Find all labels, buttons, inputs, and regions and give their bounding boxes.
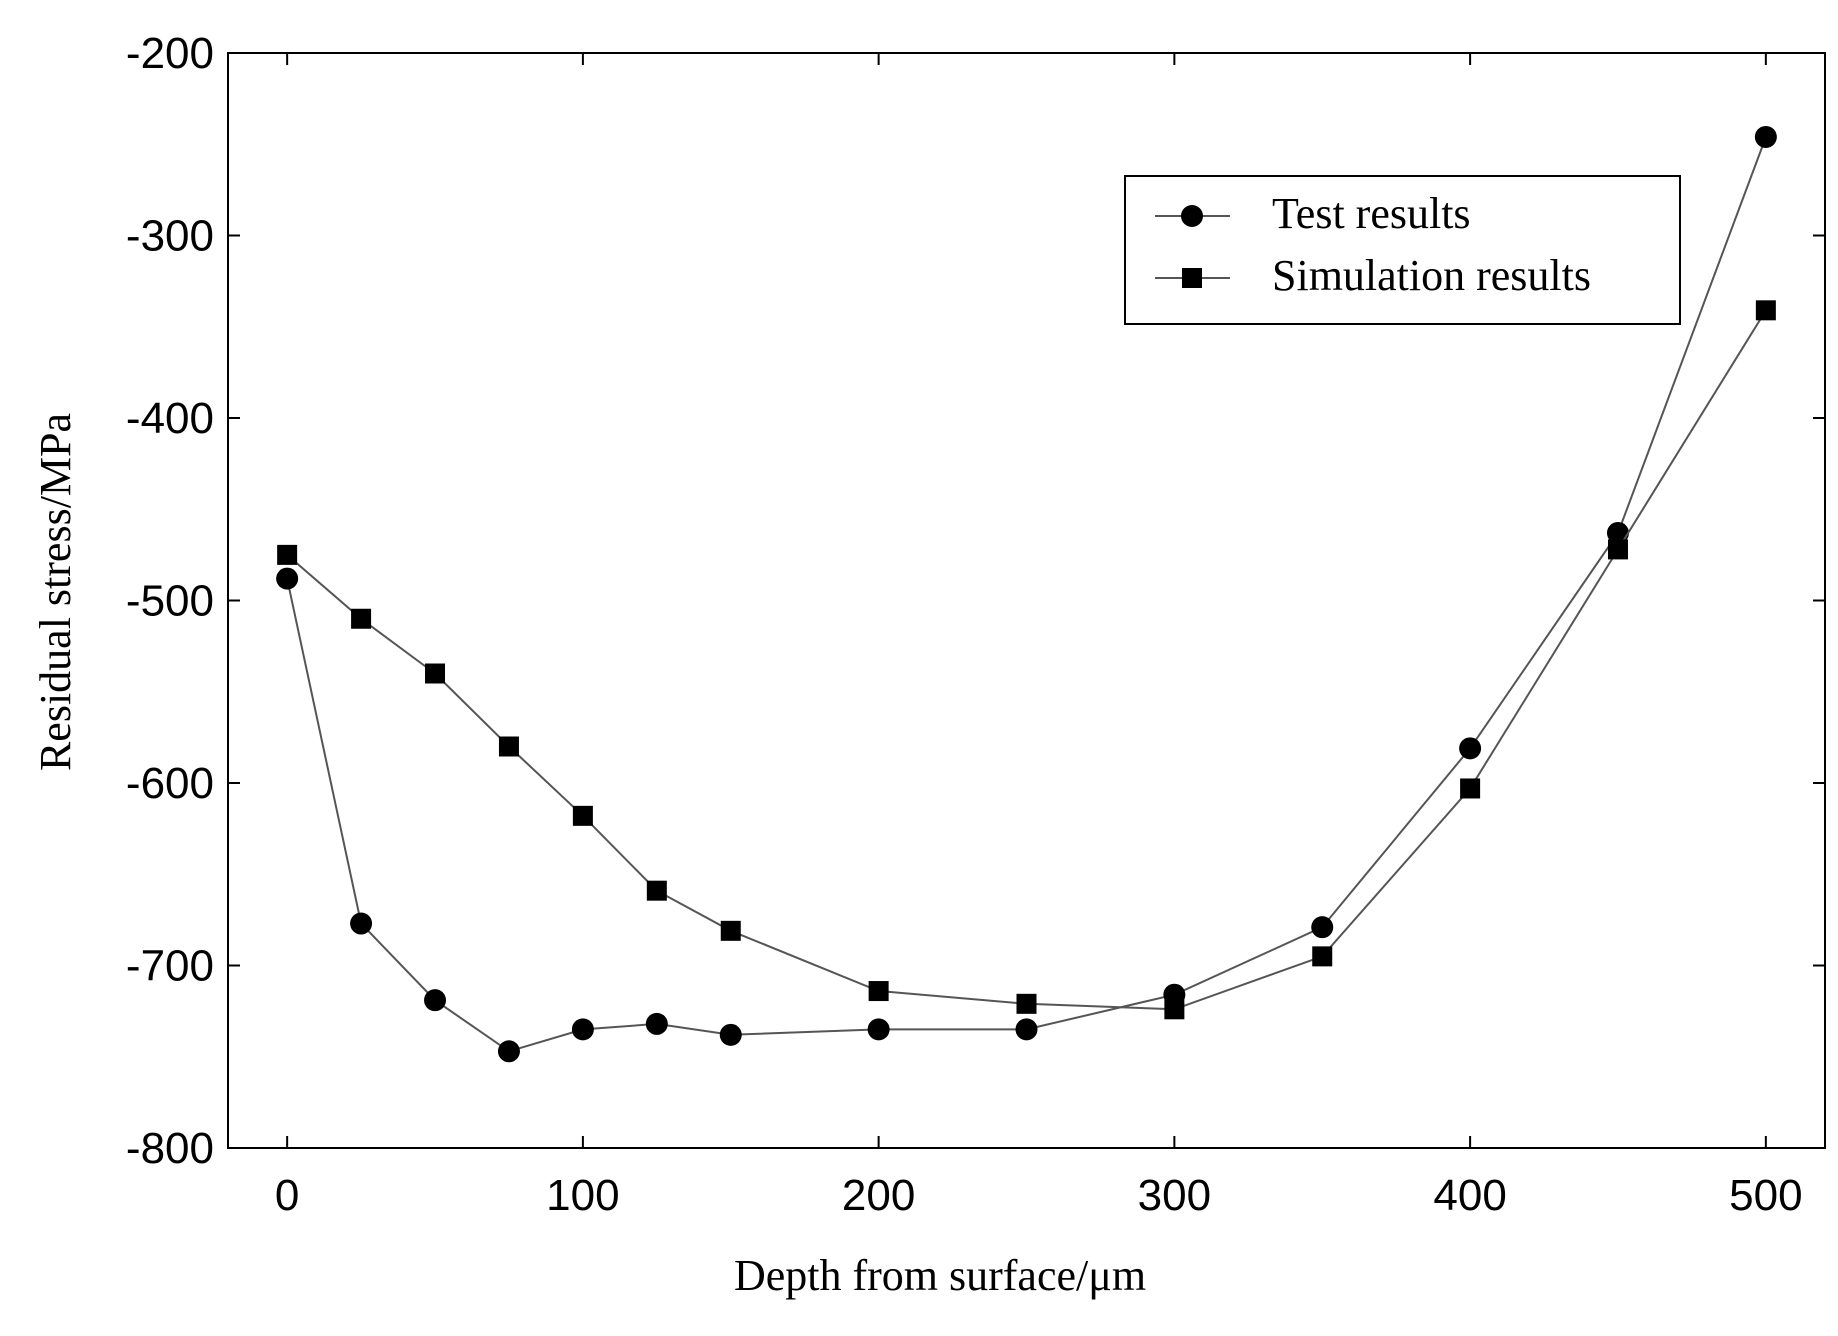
data-point: [1606, 521, 1629, 544]
x-tick-label: 500: [1729, 1171, 1802, 1220]
y-tick-label: -700: [126, 942, 214, 991]
data-point: [571, 1018, 594, 1041]
axes: 0 100 200 300 400 500 -200 -300 -400 -500 -600 -700…: [126, 29, 1826, 1220]
data-point: [1460, 778, 1481, 799]
y-tick-label: -500: [126, 577, 214, 626]
series-line: [286, 136, 1767, 1053]
data-point: [351, 608, 372, 629]
data-point: [1015, 1018, 1038, 1041]
data-point: [498, 736, 519, 757]
y-tick-label: -200: [126, 29, 214, 78]
data-point: [867, 1018, 890, 1041]
data-point: [1311, 916, 1334, 939]
data-point: [645, 1012, 668, 1035]
y-tick-label: -800: [126, 1124, 214, 1173]
x-axis-title: Depth from surface/μm: [734, 1251, 1146, 1300]
legend-label-simulation: Simulation results: [1272, 251, 1591, 300]
data-point: [719, 1023, 742, 1046]
data-point: [1312, 946, 1333, 967]
y-tick-label: -600: [126, 759, 214, 808]
data-point: [1607, 539, 1628, 560]
data-point: [350, 912, 373, 935]
data-point: [1164, 999, 1185, 1020]
legend-marker-simulation: [1182, 268, 1202, 288]
y-tick-label: -300: [126, 212, 214, 261]
x-tick-label: 200: [842, 1171, 915, 1220]
data-point: [1459, 737, 1482, 760]
series-line: [286, 309, 1767, 1011]
legend: Test results Simulation results: [1124, 175, 1681, 325]
x-tick-label: 300: [1138, 1171, 1211, 1220]
legend-label-test: Test results: [1272, 189, 1471, 238]
y-tick-label: -400: [126, 394, 214, 443]
data-point: [572, 805, 593, 826]
data-point: [276, 567, 299, 590]
x-tick-label: 400: [1433, 1171, 1506, 1220]
data-point: [1755, 300, 1776, 321]
data-point: [277, 544, 298, 565]
data-point: [868, 981, 889, 1002]
data-point: [1754, 125, 1777, 148]
data-point: [424, 989, 447, 1012]
series-simulation-results: [277, 300, 1776, 1020]
data-point: [1016, 993, 1037, 1014]
data-point: [425, 663, 446, 684]
x-tick-label: 100: [546, 1171, 619, 1220]
series-layer: [276, 125, 1777, 1063]
x-tick-label: 0: [275, 1171, 299, 1220]
y-axis-title: Residual stress/MPa: [31, 413, 80, 771]
data-point: [720, 920, 741, 941]
legend-box: [1124, 175, 1681, 325]
data-point: [497, 1040, 520, 1063]
legend-marker-test: [1181, 205, 1203, 227]
data-point: [646, 880, 667, 901]
